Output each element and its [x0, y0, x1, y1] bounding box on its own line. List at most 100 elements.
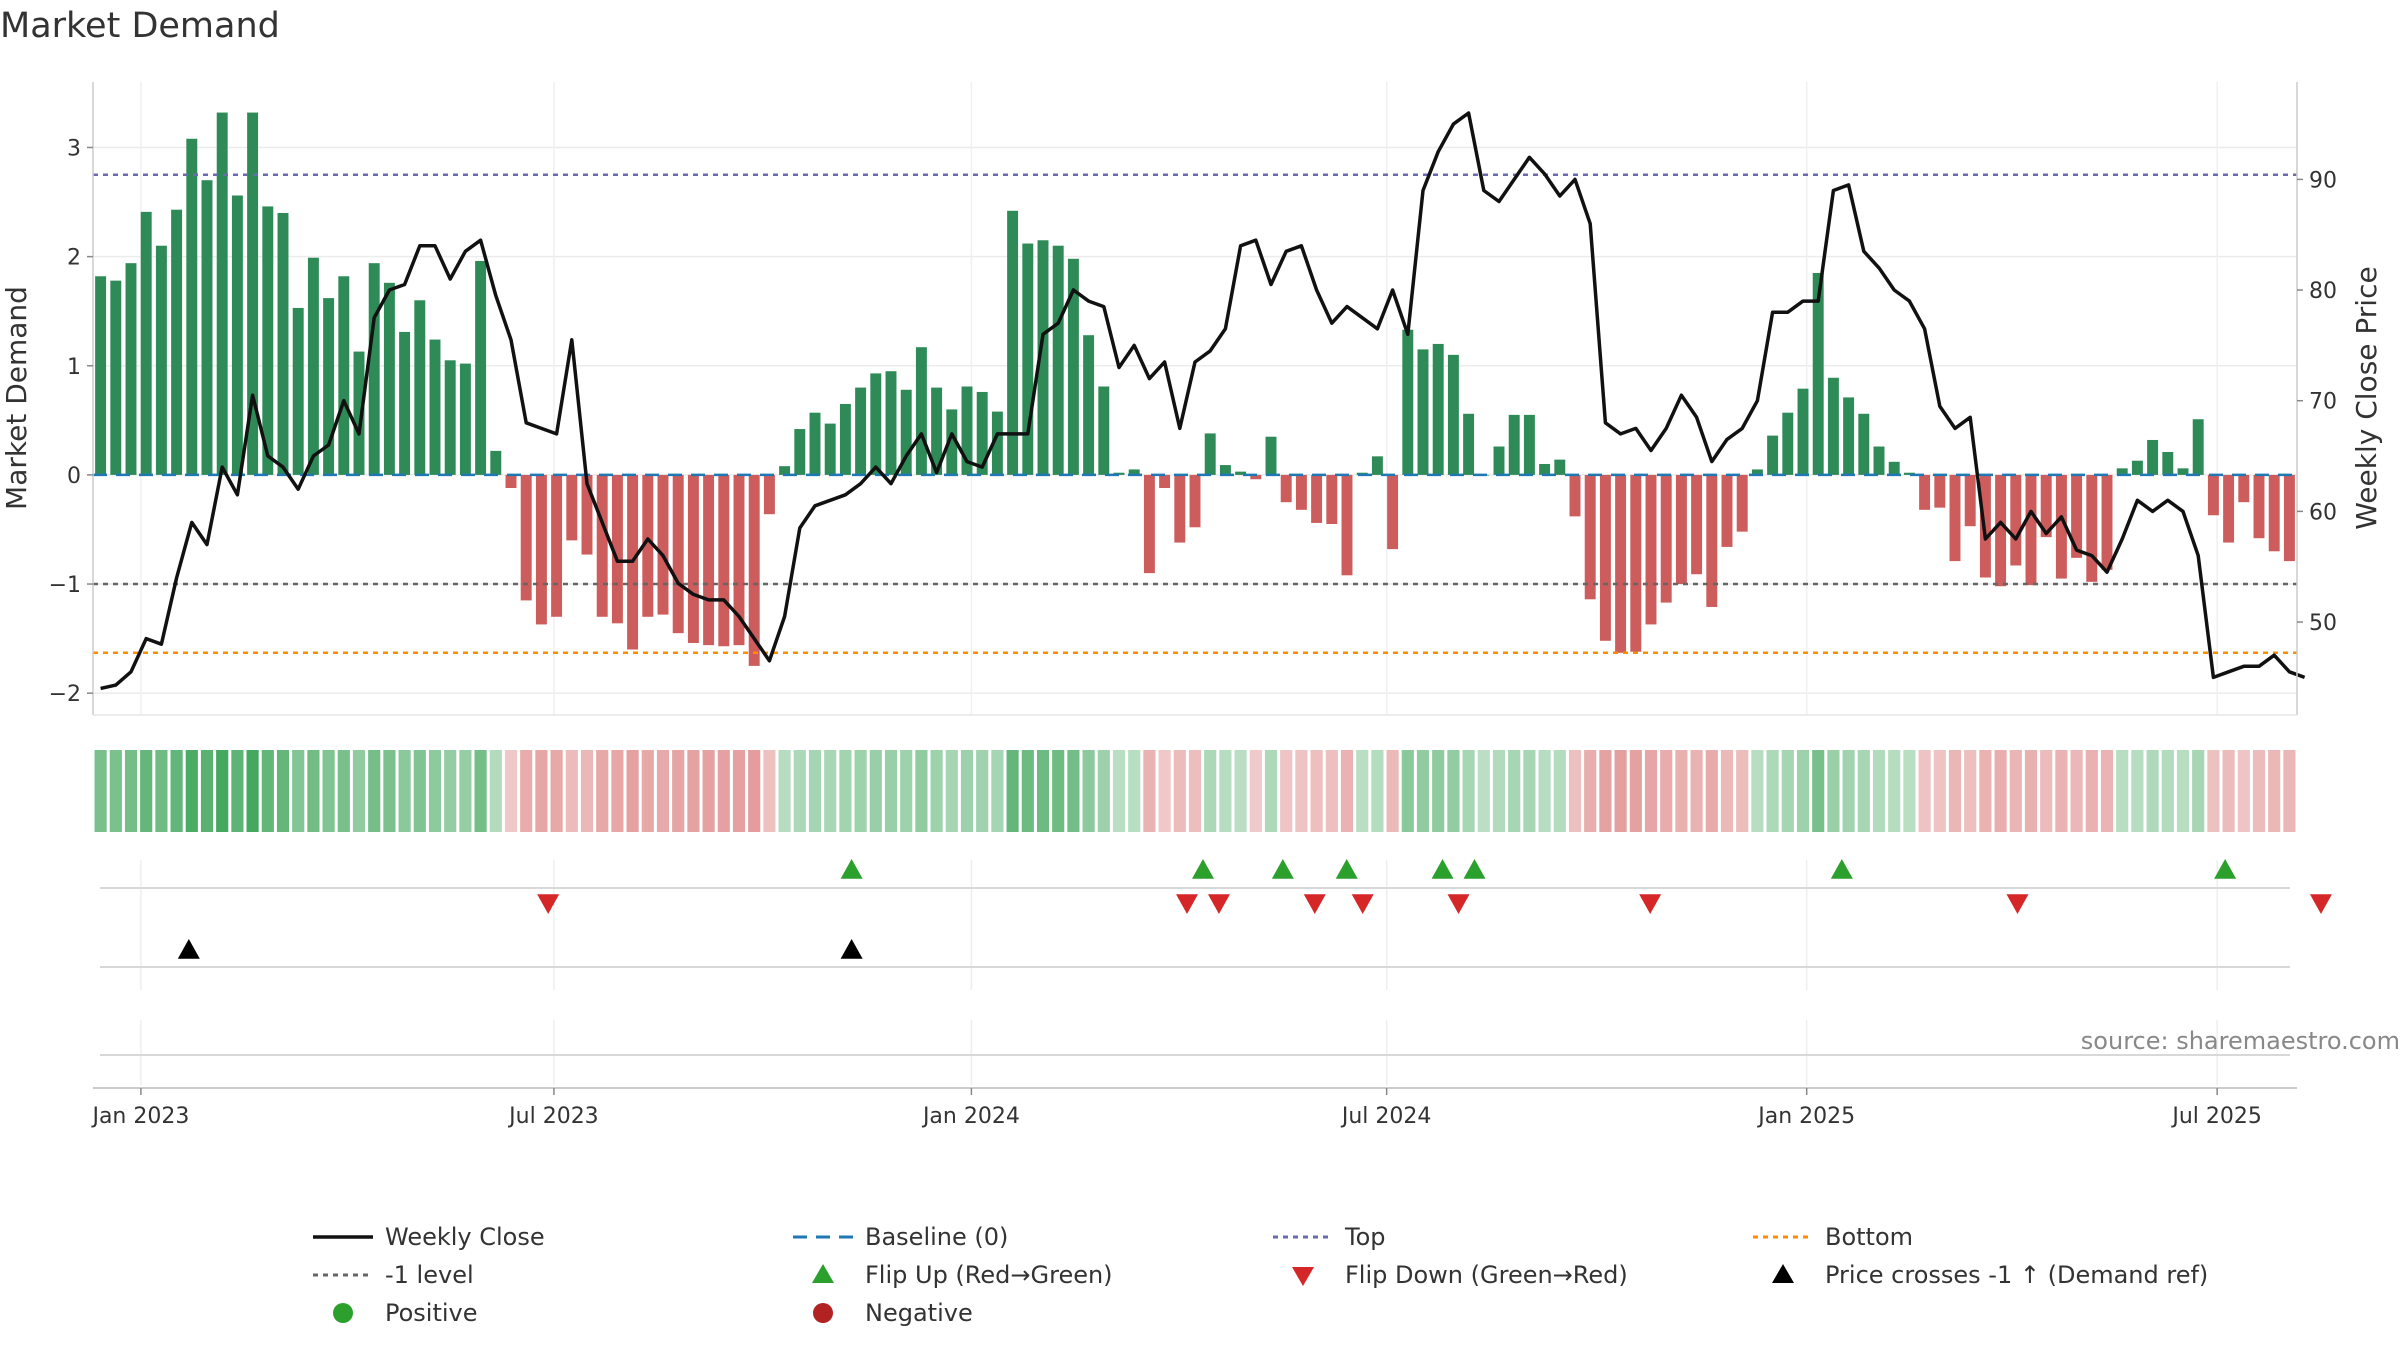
flip-down-marker: [2006, 894, 2029, 914]
demand-bar: [1584, 474, 1596, 600]
heat-cell: [1249, 750, 1262, 832]
demand-bar: [2055, 474, 2067, 579]
demand-bar: [1539, 463, 1551, 475]
heat-cell: [991, 750, 1004, 832]
heat-cell: [1401, 750, 1414, 832]
heat-cell: [535, 750, 548, 832]
demand-bar: [1052, 245, 1064, 475]
demand-bar: [247, 112, 259, 475]
demand-bar: [748, 474, 760, 666]
heat-cell: [626, 750, 639, 832]
legend-weekly-close: Weekly Close: [385, 1223, 545, 1251]
heat-cell: [1933, 750, 1946, 832]
heat-cell: [428, 750, 442, 832]
heat-cell: [1158, 750, 1171, 832]
demand-bar: [2268, 474, 2280, 552]
demand-bar: [931, 387, 943, 475]
heat-cell: [1112, 750, 1126, 832]
heat-cell: [352, 750, 366, 832]
demand-bar: [1022, 243, 1034, 475]
demand-bar: [976, 391, 988, 475]
demand-bar: [1159, 474, 1171, 488]
heat-cell: [641, 750, 654, 832]
demand-bar: [2147, 439, 2159, 475]
heat-cell: [1447, 750, 1460, 832]
weekly-close-line: [100, 111, 2306, 691]
demand-bar: [140, 211, 152, 475]
heat-cell: [337, 750, 350, 832]
heat-cell: [109, 750, 122, 832]
heat-cell: [778, 750, 791, 832]
heat-cell: [1340, 750, 1354, 832]
flip-down-marker: [537, 894, 560, 914]
heat-cell: [1538, 750, 1551, 832]
demand-bar: [1523, 414, 1535, 475]
demand-bar: [946, 409, 958, 475]
demand-bar: [581, 474, 593, 555]
demand-bar: [1402, 329, 1414, 475]
heat-cell: [656, 750, 670, 832]
demand-bar: [855, 387, 867, 475]
demand-bar: [2192, 419, 2204, 475]
heat-cell: [2192, 750, 2205, 832]
heat-cell: [2070, 750, 2083, 832]
demand-bar: [1767, 435, 1779, 475]
demand-bar: [672, 474, 684, 634]
demand-bar: [201, 180, 213, 475]
demand-bar: [870, 373, 882, 475]
demand-bar: [292, 307, 304, 475]
demand-bar: [2116, 468, 2128, 475]
demand-bar: [1995, 474, 2007, 587]
heat-cell: [1796, 750, 1810, 832]
heat-cell: [1006, 750, 1019, 832]
demand-bar: [703, 474, 715, 646]
demand-bar: [839, 403, 851, 475]
demand-bar: [1447, 354, 1459, 475]
flip-up-marker: [2214, 859, 2237, 879]
legend: Weekly Close Baseline (0) Top Bottom -1 …: [313, 1223, 2208, 1327]
demand-bar: [323, 298, 335, 475]
demand-bar: [1174, 474, 1186, 543]
source-note: source: sharemaestro.com: [2081, 1027, 2400, 1055]
demand-bar: [262, 206, 274, 475]
heat-cell: [1492, 750, 1506, 832]
demand-bar: [1295, 474, 1307, 510]
demand-bar: [915, 347, 927, 475]
x-tick-label: Jan 2023: [90, 1104, 189, 1129]
demand-bar: [1463, 413, 1475, 475]
heat-cell: [1173, 750, 1186, 832]
heat-cell: [1781, 750, 1794, 832]
demand-bar: [459, 363, 471, 475]
heat-cell: [1766, 750, 1779, 832]
flip-down-marker: [1303, 894, 1326, 914]
demand-bar: [353, 351, 365, 475]
demand-bar: [155, 245, 167, 475]
demand-bar: [1371, 456, 1383, 475]
demand-bar: [368, 263, 380, 475]
heat-cell: [808, 750, 822, 832]
y-tick-label: 3: [67, 136, 81, 161]
demand-bar: [1067, 258, 1079, 475]
demand-bar: [1615, 474, 1627, 653]
heat-cell: [900, 750, 913, 832]
heat-cell: [1432, 750, 1445, 832]
heat-cell: [1994, 750, 2007, 832]
heat-cell: [915, 750, 928, 832]
flip-up-marker: [1431, 859, 1454, 879]
heat-cell: [2116, 750, 2129, 832]
demand-bar: [2283, 474, 2295, 562]
demand-bar: [763, 474, 775, 515]
x-tick-label: Jul 2023: [507, 1104, 599, 1129]
demand-bar: [1219, 465, 1231, 475]
demand-bar: [794, 429, 806, 475]
heat-cell: [1097, 750, 1110, 832]
demand-bar: [1265, 436, 1277, 475]
demand-bar: [1934, 474, 1946, 508]
demand-bar: [2177, 468, 2189, 475]
x-tick-label: Jan 2024: [921, 1104, 1020, 1129]
demand-bar: [1599, 474, 1611, 641]
demand-bar: [1660, 474, 1672, 603]
demand-bar: [1417, 349, 1429, 475]
demand-bar: [611, 474, 623, 624]
